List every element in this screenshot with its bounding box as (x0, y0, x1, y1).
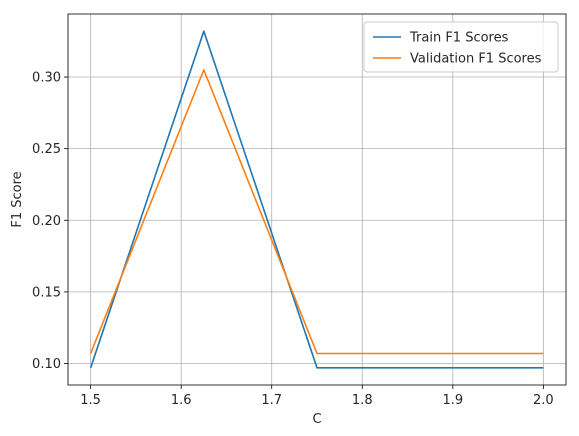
y-tick-label: 0.15 (32, 285, 61, 300)
x-axis-label: C (312, 412, 321, 427)
series-lines (89, 30, 544, 369)
x-tick-label: 1.6 (171, 393, 192, 408)
x-tick-label: 1.5 (80, 393, 101, 408)
y-axis-ticks: 0.10 0.15 0.20 0.25 0.30 (32, 71, 68, 372)
y-tick-label: 0.30 (32, 71, 61, 86)
legend-label: Validation F1 Scores (410, 52, 542, 67)
x-tick-label: 1.9 (442, 393, 463, 408)
legend-box (363, 21, 559, 73)
series-line-validation (89, 69, 544, 355)
series-line-train (89, 30, 544, 369)
y-tick-label: 0.20 (32, 214, 61, 229)
x-tick-label: 1.8 (352, 393, 373, 408)
x-tick-label: 2.0 (533, 393, 554, 408)
grid (68, 14, 566, 385)
y-tick-label: 0.25 (32, 142, 61, 157)
x-axis-ticks: 1.5 1.6 1.7 1.8 1.9 2.0 (80, 385, 554, 408)
legend-label: Train F1 Scores (409, 31, 509, 46)
y-axis-label: F1 Score (10, 171, 25, 227)
y-tick-label: 0.10 (32, 357, 61, 372)
legend: Train F1 Scores Validation F1 Scores (363, 21, 559, 73)
plot-frame (67, 13, 567, 386)
x-tick-label: 1.7 (261, 393, 282, 408)
